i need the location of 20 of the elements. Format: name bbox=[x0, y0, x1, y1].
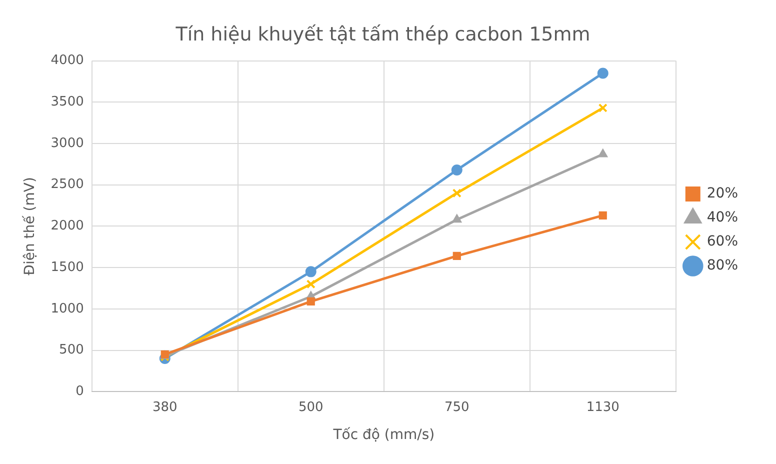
y-tick-label: 3000 bbox=[50, 136, 84, 151]
y-tick-label: 1000 bbox=[50, 301, 84, 316]
y-axis-title: Điện thế (mV) bbox=[22, 177, 38, 276]
x-tick-label: 500 bbox=[298, 400, 324, 415]
x-tick-label: 750 bbox=[444, 400, 470, 415]
x-tick-label: 1130 bbox=[586, 400, 620, 415]
legend-label: 60% bbox=[706, 234, 738, 250]
x-tick-label: 380 bbox=[152, 400, 178, 415]
chart-title: Tín hiệu khuyết tật tấm thép cacbon 15mm bbox=[174, 23, 590, 46]
y-tick-label: 2000 bbox=[50, 218, 84, 234]
y-tick-label: 3500 bbox=[50, 94, 84, 110]
legend-label: 80% bbox=[706, 258, 738, 274]
legend-label: 20% bbox=[706, 186, 738, 202]
y-tick-label: 2500 bbox=[50, 177, 84, 192]
y-tick-label: 0 bbox=[76, 384, 84, 399]
y-tick-label: 500 bbox=[59, 342, 84, 358]
y-tick-label: 1500 bbox=[50, 260, 84, 275]
x-axis-title: Tốc độ (mm/s) bbox=[332, 427, 435, 444]
y-tick-label: 4000 bbox=[50, 53, 84, 68]
legend-label: 40% bbox=[706, 210, 738, 226]
